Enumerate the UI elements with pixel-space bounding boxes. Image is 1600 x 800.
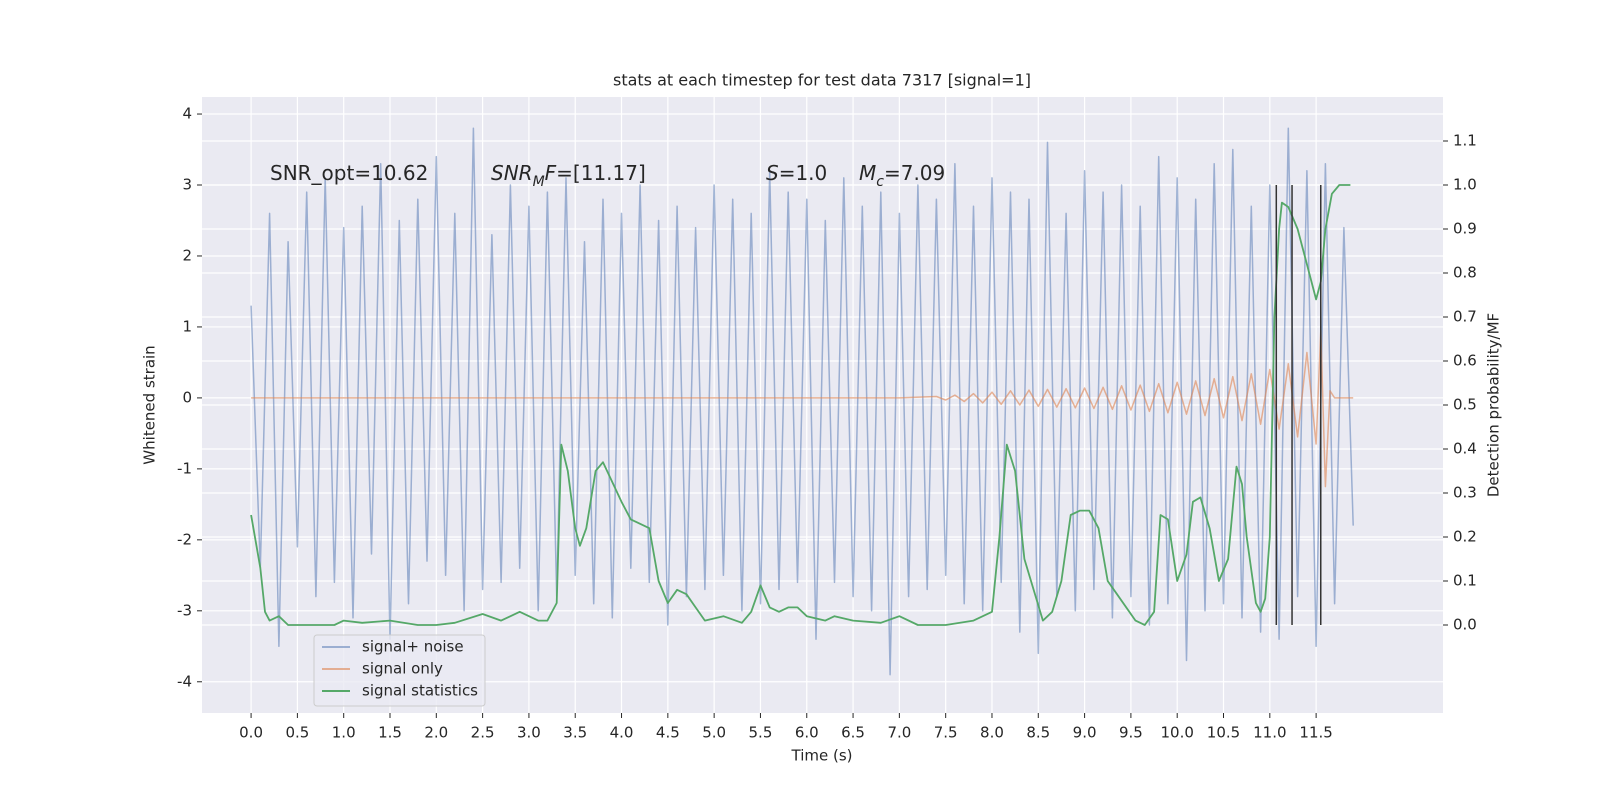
x-tick-label: 10.0 [1161,724,1194,742]
annotation: Mc=7.09 [859,161,945,191]
y2-tick-label: 0.8 [1453,264,1477,282]
annotation-part: F [545,161,557,185]
x-tick-label: 11.5 [1299,724,1332,742]
y-tick-label: 4 [182,105,192,123]
y-axis-label: Whitened strain [141,345,159,464]
x-tick-label: 10.5 [1207,724,1240,742]
annotation: SNR_opt=10.62 [270,161,428,185]
y-tick-label: -3 [177,601,192,619]
y2-tick-label: 0.7 [1453,308,1477,326]
y2-tick-label: 1.1 [1453,132,1477,150]
y-tick-label: -2 [177,530,192,548]
annotation-part: S [766,161,779,185]
x-tick-label: 3.5 [563,724,587,742]
x-tick-label: 4.0 [610,724,634,742]
y2-tick-label: 0.5 [1453,396,1477,414]
x-tick-label: 11.0 [1253,724,1286,742]
x-tick-label: 7.5 [934,724,958,742]
x-tick-label: 8.5 [1026,724,1050,742]
annotation-part: M [533,174,545,190]
y2-tick-label: 0.2 [1453,528,1477,546]
annotation: S=1.0 [766,161,827,185]
x-tick-label: 2.5 [471,724,495,742]
legend-box [313,634,486,707]
x-tick-label: 4.5 [656,724,680,742]
annotation-part: c [876,174,884,190]
x-tick-label: 7.0 [887,724,911,742]
legend-label: signal statistics [362,682,478,700]
x-tick-label: 0.5 [285,724,309,742]
annotation-part: =1.0 [779,161,828,185]
series-line [250,184,1351,626]
y-tick-label: -1 [177,459,192,477]
x-tick-label: 5.0 [702,724,726,742]
y-tick-label: 3 [182,176,192,194]
annotation-part: SNR [491,161,533,185]
y2-tick-label: 0.9 [1453,220,1477,238]
x-tick-label: 6.0 [795,724,819,742]
x-axis-label: Time (s) [791,747,853,765]
annotation: SNRMF=[11.17] [491,161,646,191]
y2-tick-label: 0.3 [1453,484,1477,502]
y2-axis-label: Detection probability/MF [1485,313,1503,497]
x-tick-label: 0.0 [239,724,263,742]
x-tick-label: 2.0 [424,724,448,742]
y2-tick-label: 0.6 [1453,352,1477,370]
legend-label: signal only [362,660,443,678]
x-tick-label: 3.0 [517,724,541,742]
y2-tick-label: 1.0 [1453,176,1477,194]
annotation-part: M [859,161,876,185]
grid [202,97,1443,713]
y2-tick-label: 0.4 [1453,440,1477,458]
x-tick-label: 1.0 [332,724,356,742]
annotation-part: SNR_opt=10.62 [270,161,428,185]
y2-tick-label: 0.0 [1453,616,1477,634]
annotation-part: =7.09 [884,161,945,185]
legend-label: signal+ noise [362,638,464,656]
y-tick-label: 2 [182,246,192,264]
x-tick-label: 6.5 [841,724,865,742]
y-tick-label: -4 [177,672,192,690]
x-tick-label: 9.5 [1119,724,1143,742]
x-tick-label: 8.0 [980,724,1004,742]
legend: signal+ noise signal only signal statistic… [313,634,486,707]
x-tick-label: 9.0 [1073,724,1097,742]
x-tick-label: 1.5 [378,724,402,742]
series-line [251,329,1354,488]
y-tick-label: 1 [182,317,192,335]
chart-title: stats at each timestep for test data 731… [613,71,1031,90]
annotation-part: =[11.17] [556,161,646,185]
y-tick-label: 0 [182,388,192,406]
x-tick-label: 5.5 [749,724,773,742]
y2-tick-label: 0.1 [1453,572,1477,590]
